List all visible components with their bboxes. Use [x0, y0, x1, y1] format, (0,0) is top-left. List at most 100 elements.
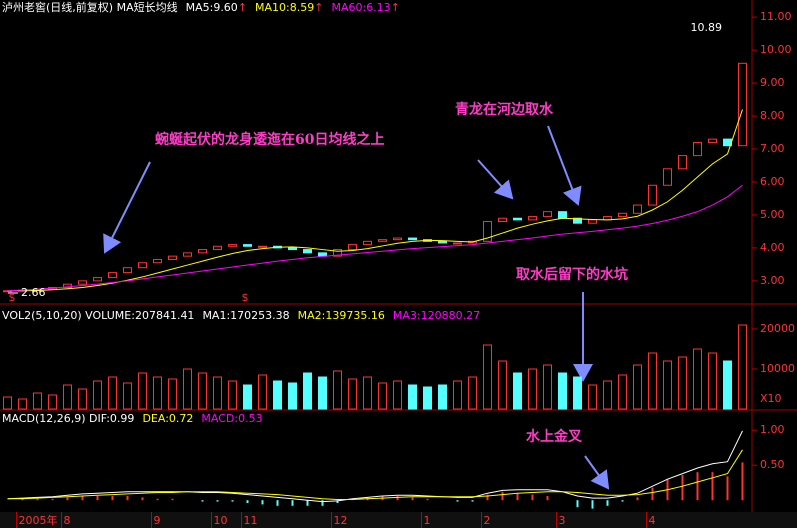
candle — [363, 240, 372, 246]
volume-bar — [258, 374, 267, 410]
volume-bar — [423, 386, 432, 410]
header-arrow: ↑ — [391, 1, 400, 14]
candle — [138, 262, 147, 269]
volume-bar — [633, 364, 642, 410]
volume-bar — [438, 384, 447, 410]
volume-bar — [33, 392, 42, 410]
candle — [243, 244, 252, 247]
candle — [618, 212, 627, 218]
volume-bar — [678, 356, 687, 410]
volume-bar — [18, 398, 27, 410]
annotation: 水上金叉 — [526, 428, 583, 445]
y-tick-label: 8.00 — [760, 109, 785, 122]
header-item: DEA:0.72 — [142, 412, 193, 425]
candle — [228, 244, 237, 247]
volume-bar — [468, 376, 477, 410]
annotation: 蜿蜒起伏的龙身逶迤在60日均线之上 — [155, 131, 384, 148]
volume-bar — [378, 382, 387, 410]
candle — [288, 247, 297, 251]
x-tick-label: 9 — [154, 514, 161, 527]
header-item: 泸州老窖(日线,前复权) MA短长均线 — [2, 0, 178, 14]
ma-line — [7, 430, 743, 503]
ma-line — [7, 184, 743, 292]
candle — [573, 217, 582, 224]
candle — [453, 242, 462, 245]
volume-bar — [348, 378, 357, 410]
candle — [378, 239, 387, 242]
candle — [633, 204, 642, 214]
volume-bar — [528, 368, 537, 410]
candle — [663, 168, 672, 186]
volume-bar — [168, 378, 177, 410]
candle — [588, 219, 597, 224]
candle — [528, 216, 537, 221]
unit-label: X10 — [760, 392, 782, 405]
header-item: MA2:139735.16 — [298, 309, 385, 322]
volume-bar — [273, 380, 282, 410]
y-tick-label: 1.00 — [760, 423, 785, 436]
candle — [348, 244, 357, 251]
y-tick-label: 0.50 — [760, 458, 785, 471]
candle — [738, 62, 747, 147]
volume-bar — [408, 384, 417, 410]
panel-header: MACD(12,26,9) DIF:0.99 DEA:0.72 MACD:0.53 — [2, 412, 263, 425]
candle — [333, 249, 342, 257]
volume-bar — [183, 368, 192, 410]
ma-line — [7, 449, 743, 500]
header-arrow: ↑ — [314, 1, 323, 14]
volume-bar — [123, 382, 132, 410]
volume-bar — [363, 376, 372, 410]
volume-bar — [723, 360, 732, 410]
volume-bar — [78, 388, 87, 410]
volume-bar — [543, 364, 552, 410]
y-tick-label: 20000 — [760, 322, 795, 335]
volume-bar — [603, 380, 612, 410]
panel-header: VOL2(5,10,20) VOLUME:207841.41 MA1:170253… — [2, 309, 480, 322]
volume-bar — [108, 376, 117, 410]
volume-bar — [588, 384, 597, 410]
header-item: MACD:0.53 — [201, 412, 262, 425]
candle — [438, 240, 447, 244]
ma-line — [7, 109, 743, 292]
volume-bar — [483, 344, 492, 410]
candle — [483, 221, 492, 242]
volume-bar — [153, 376, 162, 410]
candle — [543, 211, 552, 218]
volume-bar — [243, 384, 252, 410]
candle — [123, 267, 132, 274]
volume-bar — [558, 372, 567, 410]
header-item: MA3:120880.27 — [393, 309, 480, 322]
header-item: MA5:9.60 — [186, 1, 238, 14]
x-tick-label: 10 — [214, 514, 228, 527]
volume-bar — [648, 352, 657, 410]
y-tick-label: 11.00 — [760, 10, 792, 23]
candle — [393, 237, 402, 241]
volume-bar — [48, 394, 57, 410]
volume-bar — [513, 372, 522, 410]
candle — [198, 249, 207, 254]
date-bar — [0, 512, 797, 528]
y-tick-label: 3.00 — [760, 274, 785, 287]
candle — [513, 217, 522, 221]
volume-bar — [573, 376, 582, 410]
volume-bar — [318, 376, 327, 410]
candle — [708, 138, 717, 143]
header-item: MA60:6.13 — [331, 1, 390, 14]
volume-bar — [3, 396, 12, 410]
header-item: MA10:8.59 — [255, 1, 314, 14]
volume-bar — [393, 380, 402, 410]
volume-bar — [288, 382, 297, 410]
candle — [183, 252, 192, 257]
y-tick-label: 10.00 — [760, 43, 792, 56]
header-item: MA1:170253.38 — [202, 309, 289, 322]
high-label: 10.89 — [691, 21, 723, 34]
volume-bar — [228, 380, 237, 410]
annotation: 取水后留下的水坑 — [516, 266, 628, 283]
marker: $ — [242, 291, 249, 304]
candle — [168, 255, 177, 260]
panel-header: 泸州老窖(日线,前复权) MA短长均线 MA5:9.60↑ MA10:8.59↑ MA… — [2, 0, 400, 14]
volume-bar — [198, 372, 207, 410]
x-tick-label: 2005年 — [19, 513, 58, 527]
volume-bar — [213, 376, 222, 410]
